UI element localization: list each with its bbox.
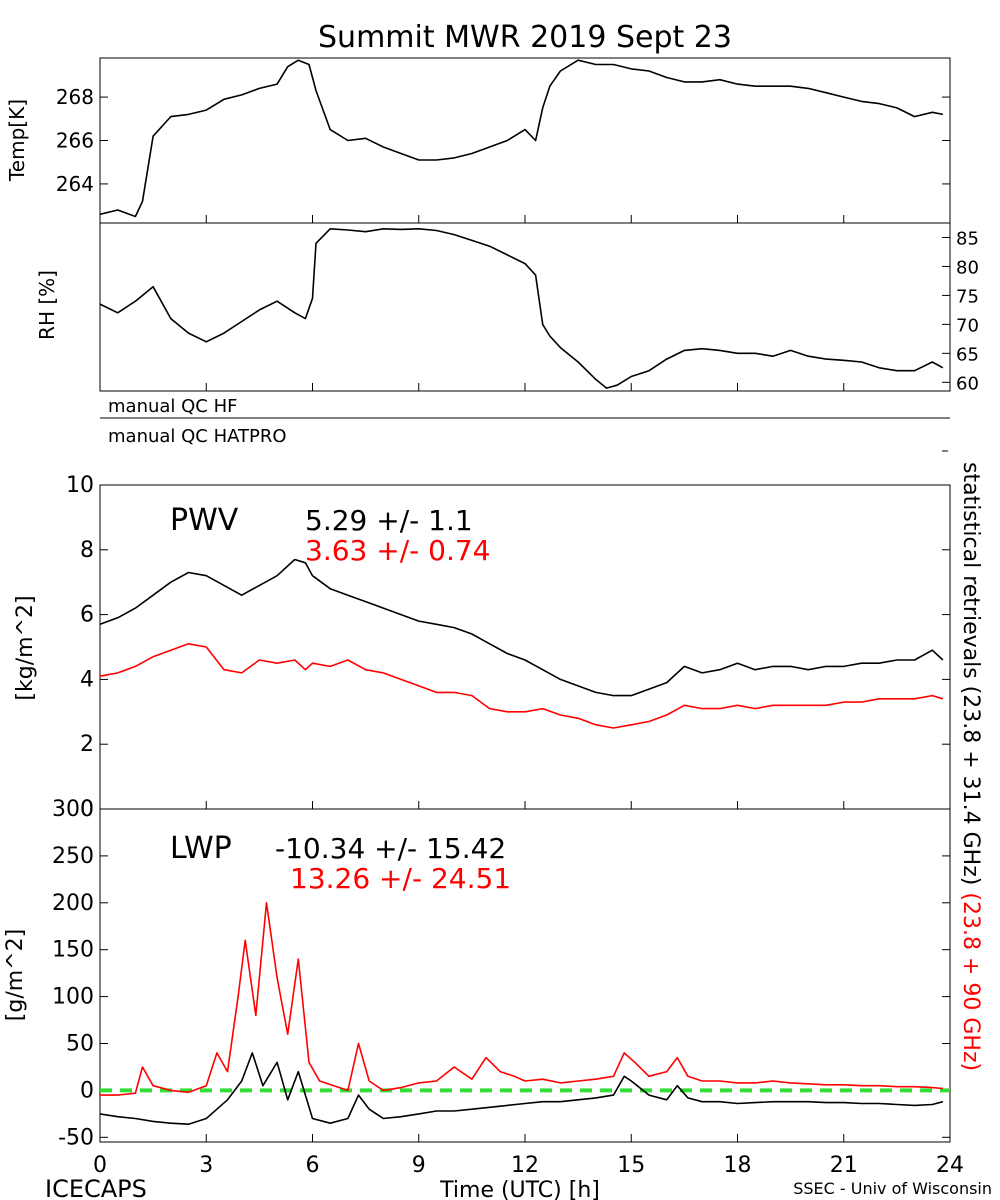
lwp-ytick-label: 50 <box>66 1032 94 1057</box>
lwp-xtick-label: 15 <box>617 1153 645 1178</box>
rh-ytick-label: 75 <box>956 286 979 307</box>
chart-marks: 2642662686065707580850246810-50050100150… <box>52 59 979 1178</box>
lwp-xtick-label: 0 <box>93 1153 107 1178</box>
rh-ytick-label: 85 <box>956 228 979 249</box>
pwv-ytick-label: 0 <box>80 797 94 822</box>
pwv-series-black-line <box>99 558 944 697</box>
right-vertical-label: statistical retrievals (23.8 + 31.4 GHz)… <box>958 462 983 1071</box>
footer-project: ICECAPS <box>45 1175 147 1200</box>
temp-series-black-line <box>99 59 944 218</box>
pwv-ytick-label: 8 <box>80 538 94 563</box>
lwp-series-red-line <box>100 901 943 1096</box>
lwp-ytick-label: 100 <box>52 985 94 1010</box>
lwp-ytick-label: 150 <box>52 938 94 963</box>
lwp-xtick-label: 18 <box>724 1153 752 1178</box>
pwv-annotation-red: 3.63 +/- 0.74 <box>305 534 491 567</box>
rh-ytick-label: 70 <box>956 315 979 336</box>
lwp-annotation-label: LWP <box>170 831 232 866</box>
rh-ytick-label: 80 <box>956 257 979 278</box>
pwv-annotation-label: PWV <box>170 503 239 538</box>
lwp-ytick-label: 300 <box>52 797 94 822</box>
lwp-xtick-label: 12 <box>511 1153 539 1178</box>
rh-ytick-label: 65 <box>956 344 979 365</box>
lwp-ytick-label: 250 <box>52 844 94 869</box>
pwv-ytick-label: 4 <box>80 667 94 692</box>
footer-credit: SSEC - Univ of Wisconsin <box>793 1179 992 1198</box>
lwp-ylabel: [g/m^2] <box>3 929 28 1021</box>
right-label-black: statistical retrievals (23.8 + 31.4 GHz) <box>958 462 983 885</box>
pwv-ytick-label: 2 <box>80 732 94 757</box>
footer-xlabel: Time (UTC) [h] <box>439 1178 600 1200</box>
lwp-xtick-label: 21 <box>830 1153 858 1178</box>
lwp-ytick-label: 0 <box>80 1078 94 1103</box>
pwv-ylabel: [kg/m^2] <box>13 595 38 700</box>
qc-label-hf: manual QC HF <box>108 396 237 417</box>
lwp-ytick-label: -50 <box>58 1125 94 1150</box>
rh-ytick-label: 60 <box>956 373 979 394</box>
lwp-annotation-black: -10.34 +/- 15.42 <box>275 832 506 865</box>
rh-ylabel: RH [%] <box>35 270 59 340</box>
pwv-ytick-label: 10 <box>66 473 94 498</box>
lwp-annotation-red: 13.26 +/- 24.51 <box>290 862 511 895</box>
pwv-series-red-line <box>99 642 944 729</box>
rh-series-black-line <box>99 228 944 389</box>
lwp-xtick-label: 24 <box>936 1153 964 1178</box>
lwp-ytick-label: 200 <box>52 891 94 916</box>
right-label-red: (23.8 + 90 GHz) <box>958 892 983 1071</box>
temp-ylabel: Temp[K] <box>5 99 29 182</box>
temp-ytick-label: 266 <box>56 129 94 153</box>
lwp-xtick-label: 9 <box>412 1153 426 1178</box>
lwp-xtick-label: 3 <box>199 1153 213 1178</box>
qc-label-hatpro: manual QC HATPRO <box>108 426 287 447</box>
lwp-series-black-line <box>99 1052 944 1125</box>
chart-title: Summit MWR 2019 Sept 23 <box>318 20 732 55</box>
pwv-ytick-label: 6 <box>80 603 94 628</box>
lwp-xtick-label: 6 <box>306 1153 320 1178</box>
temp-ytick-label: 268 <box>56 85 94 109</box>
pwv-annotation-black: 5.29 +/- 1.1 <box>305 504 473 537</box>
temp-ytick-label: 264 <box>56 172 94 196</box>
